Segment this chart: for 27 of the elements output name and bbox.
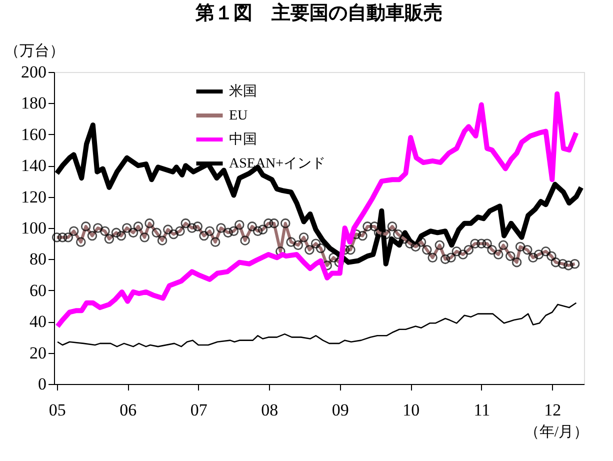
legend-label: 米国 [229,84,257,100]
x-tick-label: 11 [474,400,490,420]
y-tick-label: 0 [38,374,46,394]
y-tick-label: 140 [21,156,46,176]
x-tick-label: 05 [48,400,66,420]
y-tick-label: 40 [30,312,46,332]
y-tick-label: 60 [30,280,46,300]
x-axis-title: （年/月） [524,424,588,440]
y-tick-label: 100 [21,218,46,238]
y-tick-label: 180 [21,94,46,113]
legend-label: 中国 [229,132,257,148]
legend-label: ASEAN+インド [229,156,326,172]
y-tick-label: 80 [30,250,46,269]
legend-label: EU [229,108,248,124]
chart-title: 第１図 主要国の自動車販売 [194,2,442,24]
line-series [56,302,577,348]
x-tick-label: 07 [190,400,208,420]
x-tick-label: 08 [261,400,278,420]
y-tick-label: 120 [21,187,46,206]
x-tick-label: 09 [332,400,349,420]
y-tick-label: 200 [21,62,46,82]
x-tick-label: 06 [120,400,137,420]
x-tick-label: 10 [402,400,420,420]
y-axis-title: （万台） [4,42,64,60]
y-tick-label: 160 [21,124,46,144]
y-tick-label: 20 [30,343,46,362]
x-tick-label: 12 [544,400,562,420]
